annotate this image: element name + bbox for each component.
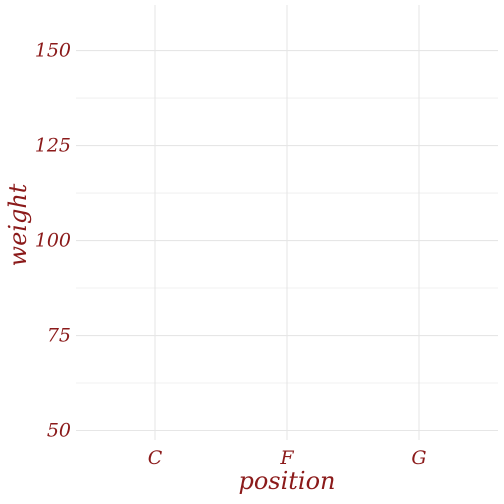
y-tick-label: 125 (35, 135, 71, 157)
x-tick-label: F (279, 447, 294, 469)
y-tick-label: 150 (35, 40, 71, 62)
x-tick-label: C (148, 447, 163, 469)
grid-layer (76, 5, 498, 440)
tick-labels: 50 75 100 125 150 C F G (35, 40, 427, 469)
x-tick-label: G (411, 447, 426, 469)
y-tick-label: 50 (47, 420, 71, 442)
y-axis-title: weight (4, 183, 32, 266)
y-tick-label: 75 (47, 325, 71, 347)
x-axis-title: position (238, 467, 335, 495)
y-tick-label: 100 (35, 230, 71, 252)
